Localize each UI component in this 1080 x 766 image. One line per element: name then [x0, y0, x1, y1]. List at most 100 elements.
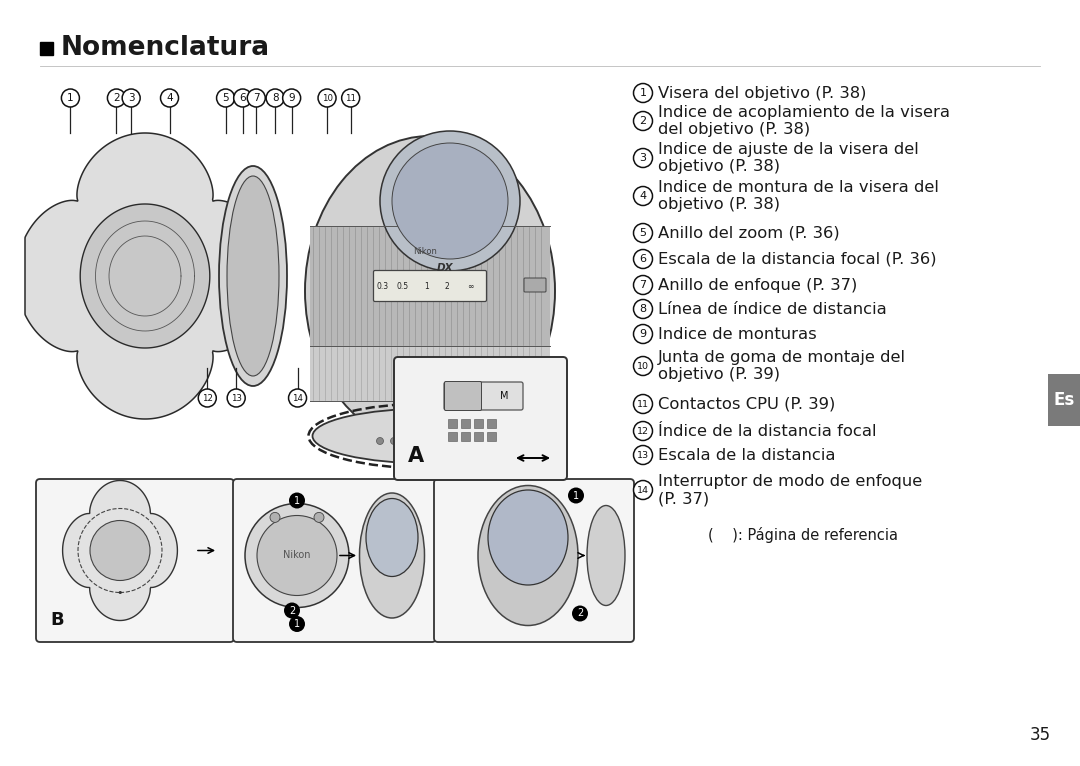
Ellipse shape	[588, 506, 625, 605]
Circle shape	[634, 250, 652, 269]
FancyBboxPatch shape	[394, 357, 567, 480]
FancyBboxPatch shape	[36, 479, 234, 642]
Text: del objetivo (P. 38): del objetivo (P. 38)	[658, 122, 810, 137]
Circle shape	[62, 89, 80, 107]
Text: Indice de monturas: Indice de monturas	[658, 326, 816, 342]
Circle shape	[634, 149, 652, 168]
Circle shape	[634, 325, 652, 343]
Circle shape	[377, 437, 383, 444]
Circle shape	[217, 89, 234, 107]
Polygon shape	[80, 204, 210, 348]
Bar	[474, 419, 483, 428]
Ellipse shape	[312, 408, 548, 463]
Text: 13: 13	[231, 394, 242, 402]
Circle shape	[634, 446, 652, 464]
Circle shape	[122, 89, 140, 107]
Ellipse shape	[305, 136, 555, 446]
Text: B: B	[50, 611, 64, 629]
Text: 13: 13	[637, 450, 649, 460]
FancyBboxPatch shape	[374, 270, 486, 302]
Ellipse shape	[366, 499, 418, 577]
Text: Índice de la distancia focal: Índice de la distancia focal	[658, 424, 876, 438]
Circle shape	[199, 389, 216, 407]
Text: Indice de ajuste de la visera del: Indice de ajuste de la visera del	[658, 142, 918, 157]
Circle shape	[284, 603, 300, 618]
FancyBboxPatch shape	[444, 382, 523, 410]
Text: ∞: ∞	[467, 281, 473, 290]
Ellipse shape	[478, 486, 578, 626]
FancyBboxPatch shape	[445, 381, 482, 411]
Text: 1: 1	[67, 93, 73, 103]
Circle shape	[634, 276, 652, 294]
Bar	[461, 432, 470, 441]
Text: 3: 3	[127, 93, 135, 103]
Circle shape	[270, 512, 280, 522]
Circle shape	[380, 131, 519, 271]
Circle shape	[392, 143, 508, 259]
Circle shape	[318, 89, 336, 107]
Polygon shape	[25, 133, 273, 419]
Bar	[1048, 374, 1080, 426]
Bar	[487, 432, 496, 441]
Text: Es: Es	[1053, 391, 1075, 409]
Ellipse shape	[360, 493, 424, 618]
FancyBboxPatch shape	[434, 479, 634, 642]
Text: objetivo (P. 38): objetivo (P. 38)	[658, 197, 780, 212]
Text: 8: 8	[272, 93, 279, 103]
Circle shape	[107, 89, 125, 107]
Text: Nomenclatura: Nomenclatura	[60, 35, 270, 61]
Text: 8: 8	[639, 304, 647, 314]
Text: Anillo del zoom (P. 36): Anillo del zoom (P. 36)	[658, 225, 839, 241]
Text: 14: 14	[292, 394, 303, 402]
Bar	[448, 432, 457, 441]
Text: 12: 12	[202, 394, 213, 402]
Circle shape	[405, 437, 411, 444]
Text: 0.5: 0.5	[397, 281, 409, 290]
Text: •: •	[117, 588, 123, 597]
Circle shape	[460, 437, 468, 444]
Bar	[474, 432, 483, 441]
Text: Escala de la distancia: Escala de la distancia	[658, 447, 835, 463]
Text: Contactos CPU (P. 39): Contactos CPU (P. 39)	[658, 397, 835, 411]
Bar	[40, 41, 53, 54]
Text: 4: 4	[639, 191, 647, 201]
Circle shape	[257, 516, 337, 595]
Text: 12: 12	[637, 427, 649, 436]
Bar	[310, 346, 550, 401]
Circle shape	[391, 437, 397, 444]
Text: 2: 2	[445, 281, 449, 290]
Text: 11: 11	[637, 400, 649, 408]
Text: 10: 10	[637, 362, 649, 371]
Polygon shape	[63, 480, 177, 620]
Circle shape	[572, 605, 588, 621]
Bar	[461, 419, 470, 428]
Text: 10: 10	[322, 93, 333, 103]
Text: 0.3: 0.3	[377, 281, 389, 290]
Circle shape	[288, 389, 307, 407]
Circle shape	[289, 493, 305, 509]
Text: Nikon: Nikon	[413, 247, 437, 256]
Text: 2: 2	[288, 605, 295, 616]
Text: Anillo de enfoque (P. 37): Anillo de enfoque (P. 37)	[658, 277, 856, 293]
Circle shape	[634, 356, 652, 375]
Text: M: M	[500, 391, 509, 401]
Bar	[310, 226, 550, 346]
Circle shape	[634, 421, 652, 440]
Text: 2: 2	[577, 608, 583, 618]
Text: 9: 9	[639, 329, 647, 339]
Circle shape	[283, 89, 300, 107]
Text: Junta de goma de montaje del: Junta de goma de montaje del	[658, 350, 905, 365]
Text: 2: 2	[639, 116, 647, 126]
Text: 7: 7	[639, 280, 647, 290]
Text: Indice de acoplamiento de la visera: Indice de acoplamiento de la visera	[658, 105, 949, 120]
Ellipse shape	[219, 166, 287, 386]
Ellipse shape	[488, 490, 568, 585]
Circle shape	[90, 521, 150, 581]
Text: objetivo (P. 38): objetivo (P. 38)	[658, 159, 780, 174]
Text: 6: 6	[240, 93, 246, 103]
Circle shape	[634, 394, 652, 414]
Circle shape	[634, 112, 652, 130]
Text: 1: 1	[572, 490, 579, 500]
Text: Nikon: Nikon	[283, 551, 311, 561]
Ellipse shape	[227, 176, 279, 376]
